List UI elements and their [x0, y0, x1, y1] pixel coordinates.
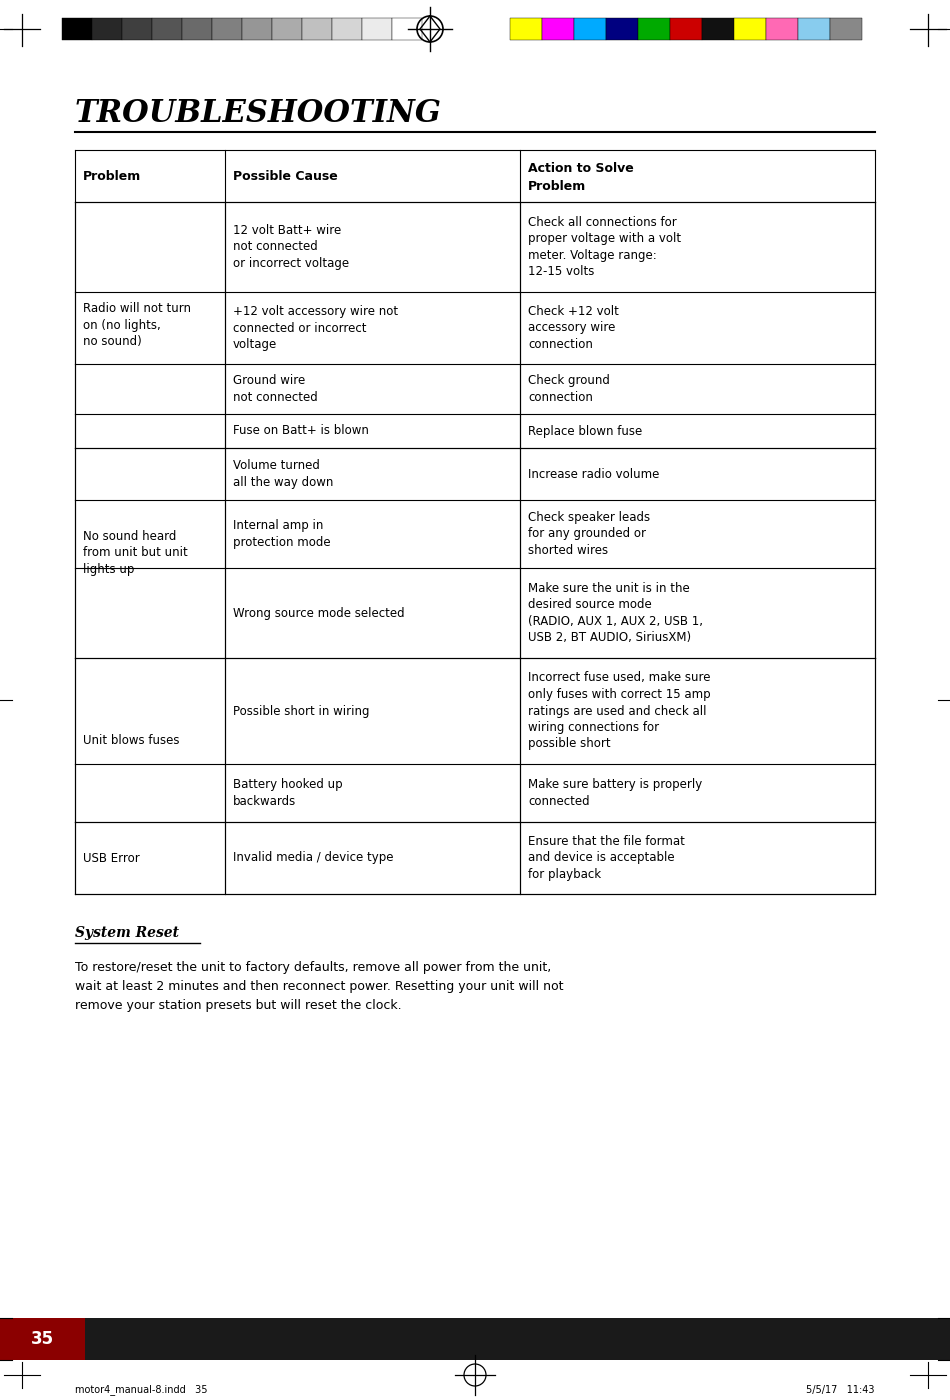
Bar — [75, 150, 875, 202]
Text: To restore/reset the unit to factory defaults, remove all power from the unit,
w: To restore/reset the unit to factory def… — [75, 960, 563, 1012]
Text: Replace blown fuse: Replace blown fuse — [528, 424, 642, 437]
Bar — [638, 18, 670, 41]
Text: Check speaker leads
for any grounded or
shorted wires: Check speaker leads for any grounded or … — [528, 511, 650, 557]
Bar — [212, 18, 242, 41]
Text: Increase radio volume: Increase radio volume — [528, 468, 659, 480]
Bar — [302, 18, 332, 41]
Text: Fuse on Batt+ is blown: Fuse on Batt+ is blown — [233, 424, 369, 437]
Text: Problem: Problem — [83, 169, 142, 182]
Text: 35: 35 — [31, 1330, 54, 1348]
Text: Make sure the unit is in the
desired source mode
(RADIO, AUX 1, AUX 2, USB 1,
US: Make sure the unit is in the desired sou… — [528, 582, 703, 644]
Bar — [92, 18, 122, 41]
Text: 12 volt Batt+ wire
not connected
or incorrect voltage: 12 volt Batt+ wire not connected or inco… — [233, 224, 350, 270]
Bar — [62, 18, 92, 41]
Bar — [702, 18, 734, 41]
Text: Check all connections for
proper voltage with a volt
meter. Voltage range:
12-15: Check all connections for proper voltage… — [528, 216, 681, 279]
Bar — [670, 18, 702, 41]
Text: Invalid media / device type: Invalid media / device type — [233, 851, 393, 864]
Bar — [75, 202, 225, 448]
Bar — [75, 822, 225, 895]
Text: Check ground
connection: Check ground connection — [528, 374, 610, 403]
Text: TROUBLESHOOTING: TROUBLESHOOTING — [75, 98, 442, 129]
Text: USB Error: USB Error — [83, 851, 140, 864]
Bar — [272, 18, 302, 41]
Bar — [574, 18, 606, 41]
Text: Ensure that the file format
and device is acceptable
for playback: Ensure that the file format and device i… — [528, 834, 685, 881]
Text: Action to Solve: Action to Solve — [528, 162, 634, 175]
Text: Make sure battery is properly
connected: Make sure battery is properly connected — [528, 778, 702, 808]
Bar — [542, 18, 574, 41]
Text: 5/5/17   11:43: 5/5/17 11:43 — [807, 1385, 875, 1394]
Text: Battery hooked up
backwards: Battery hooked up backwards — [233, 778, 343, 808]
Text: Internal amp in
protection mode: Internal amp in protection mode — [233, 519, 331, 549]
Bar — [392, 18, 422, 41]
Bar — [766, 18, 798, 41]
Text: Check +12 volt
accessory wire
connection: Check +12 volt accessory wire connection — [528, 305, 618, 351]
Bar — [182, 18, 212, 41]
Bar — [362, 18, 392, 41]
Text: Possible Cause: Possible Cause — [233, 169, 338, 182]
Text: Wrong source mode selected: Wrong source mode selected — [233, 606, 405, 619]
Text: Volume turned
all the way down: Volume turned all the way down — [233, 459, 333, 489]
Bar — [242, 18, 272, 41]
Bar — [798, 18, 830, 41]
Text: Radio will not turn
on (no lights,
no sound): Radio will not turn on (no lights, no so… — [83, 301, 191, 349]
Bar — [122, 18, 152, 41]
Bar — [734, 18, 766, 41]
Text: Problem: Problem — [528, 181, 586, 193]
Bar — [830, 18, 862, 41]
Bar — [510, 18, 542, 41]
Text: +12 volt accessory wire not
connected or incorrect
voltage: +12 volt accessory wire not connected or… — [233, 305, 398, 351]
Bar — [606, 18, 638, 41]
Text: Unit blows fuses: Unit blows fuses — [83, 734, 180, 746]
Bar — [75, 658, 225, 822]
Text: System Reset: System Reset — [75, 925, 179, 939]
Bar — [332, 18, 362, 41]
Text: Incorrect fuse used, make sure
only fuses with correct 15 amp
ratings are used a: Incorrect fuse used, make sure only fuse… — [528, 672, 711, 750]
Bar — [0, 1317, 950, 1359]
Text: motor4_manual-8.indd   35: motor4_manual-8.indd 35 — [75, 1385, 207, 1396]
Text: Possible short in wiring: Possible short in wiring — [233, 704, 370, 717]
Bar — [152, 18, 182, 41]
Bar — [75, 448, 225, 658]
Text: Ground wire
not connected: Ground wire not connected — [233, 374, 317, 403]
Bar — [0, 1317, 85, 1359]
Text: No sound heard
from unit but unit
lights up: No sound heard from unit but unit lights… — [83, 529, 188, 577]
